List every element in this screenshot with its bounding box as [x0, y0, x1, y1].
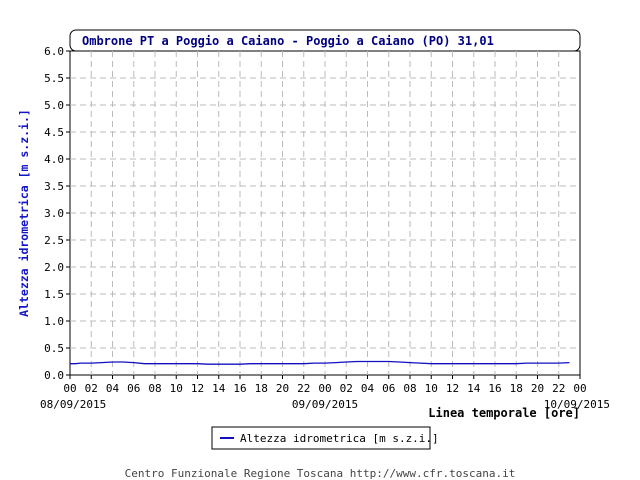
- x-tick-label: 00: [63, 382, 76, 395]
- x-tick-label: 00: [573, 382, 586, 395]
- y-tick-label: 5.5: [44, 72, 64, 85]
- y-tick-label: 4.5: [44, 126, 64, 139]
- y-tick-label: 2.5: [44, 234, 64, 247]
- x-tick-label: 16: [233, 382, 246, 395]
- y-tick-label: 0.5: [44, 342, 64, 355]
- series-line: [70, 360, 570, 365]
- x-date-label: 08/09/2015: [40, 398, 106, 411]
- x-tick-label: 14: [467, 382, 481, 395]
- x-tick-label: 04: [361, 382, 375, 395]
- x-tick-label: 22: [552, 382, 565, 395]
- x-date-label: 10/09/2015: [544, 398, 610, 411]
- series-group: [70, 360, 570, 365]
- x-tick-label: 12: [191, 382, 204, 395]
- grid: [70, 51, 580, 375]
- footer-credit: Centro Funzionale Regione Toscana http:/…: [125, 467, 516, 480]
- x-axis: 00 02 04 06 08 10 12 14 16 18 20 22 00 02 04 06 08 10 12 14…: [40, 375, 610, 411]
- legend: [211, 426, 431, 450]
- y-axis: 0.0 0.5 1.0 1.5 2.0 2.5 3.0 3.5 4.0 4.5 5.0 5.5 6.0: [44, 45, 70, 382]
- y-tick-label: 2.0: [44, 261, 64, 274]
- y-tick-label: 3.0: [44, 207, 64, 220]
- y-tick-label: 6.0: [44, 45, 64, 58]
- x-tick-label: 20: [276, 382, 289, 395]
- x-tick-label: 02: [85, 382, 98, 395]
- x-tick-label: 16: [488, 382, 501, 395]
- x-axis-label: Linea temporale [ore]: [428, 406, 580, 420]
- y-axis-label: Altezza idrometrica [m s.z.i.]: [17, 109, 31, 317]
- x-tick-label: 04: [106, 382, 120, 395]
- x-tick-label: 08: [403, 382, 416, 395]
- x-tick-label: 18: [510, 382, 523, 395]
- x-tick-label: 06: [382, 382, 395, 395]
- x-tick-label: 22: [297, 382, 310, 395]
- x-tick-label: 02: [340, 382, 353, 395]
- y-tick-label: 1.0: [44, 315, 64, 328]
- chart-title: Ombrone PT a Poggio a Caiano - Poggio a …: [82, 34, 494, 48]
- x-tick-label: 00: [318, 382, 331, 395]
- x-tick-label: 10: [170, 382, 183, 395]
- x-tick-label: 12: [446, 382, 459, 395]
- x-tick-label: 08: [148, 382, 161, 395]
- y-tick-label: 3.5: [44, 180, 64, 193]
- x-tick-label: 18: [255, 382, 268, 395]
- y-tick-label: 4.0: [44, 153, 64, 166]
- x-tick-label: 10: [425, 382, 438, 395]
- y-tick-label: 0.0: [44, 369, 64, 382]
- y-tick-label: 1.5: [44, 288, 64, 301]
- x-tick-label: 20: [531, 382, 544, 395]
- x-tick-label: 06: [127, 382, 140, 395]
- y-tick-label: 5.0: [44, 99, 64, 112]
- legend-label: Altezza idrometrica [m s.z.i.]: [240, 432, 439, 445]
- x-date-label: 09/09/2015: [292, 398, 358, 411]
- x-tick-label: 14: [212, 382, 226, 395]
